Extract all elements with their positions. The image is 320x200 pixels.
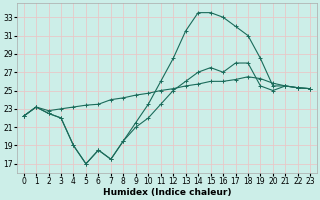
X-axis label: Humidex (Indice chaleur): Humidex (Indice chaleur) bbox=[103, 188, 231, 197]
